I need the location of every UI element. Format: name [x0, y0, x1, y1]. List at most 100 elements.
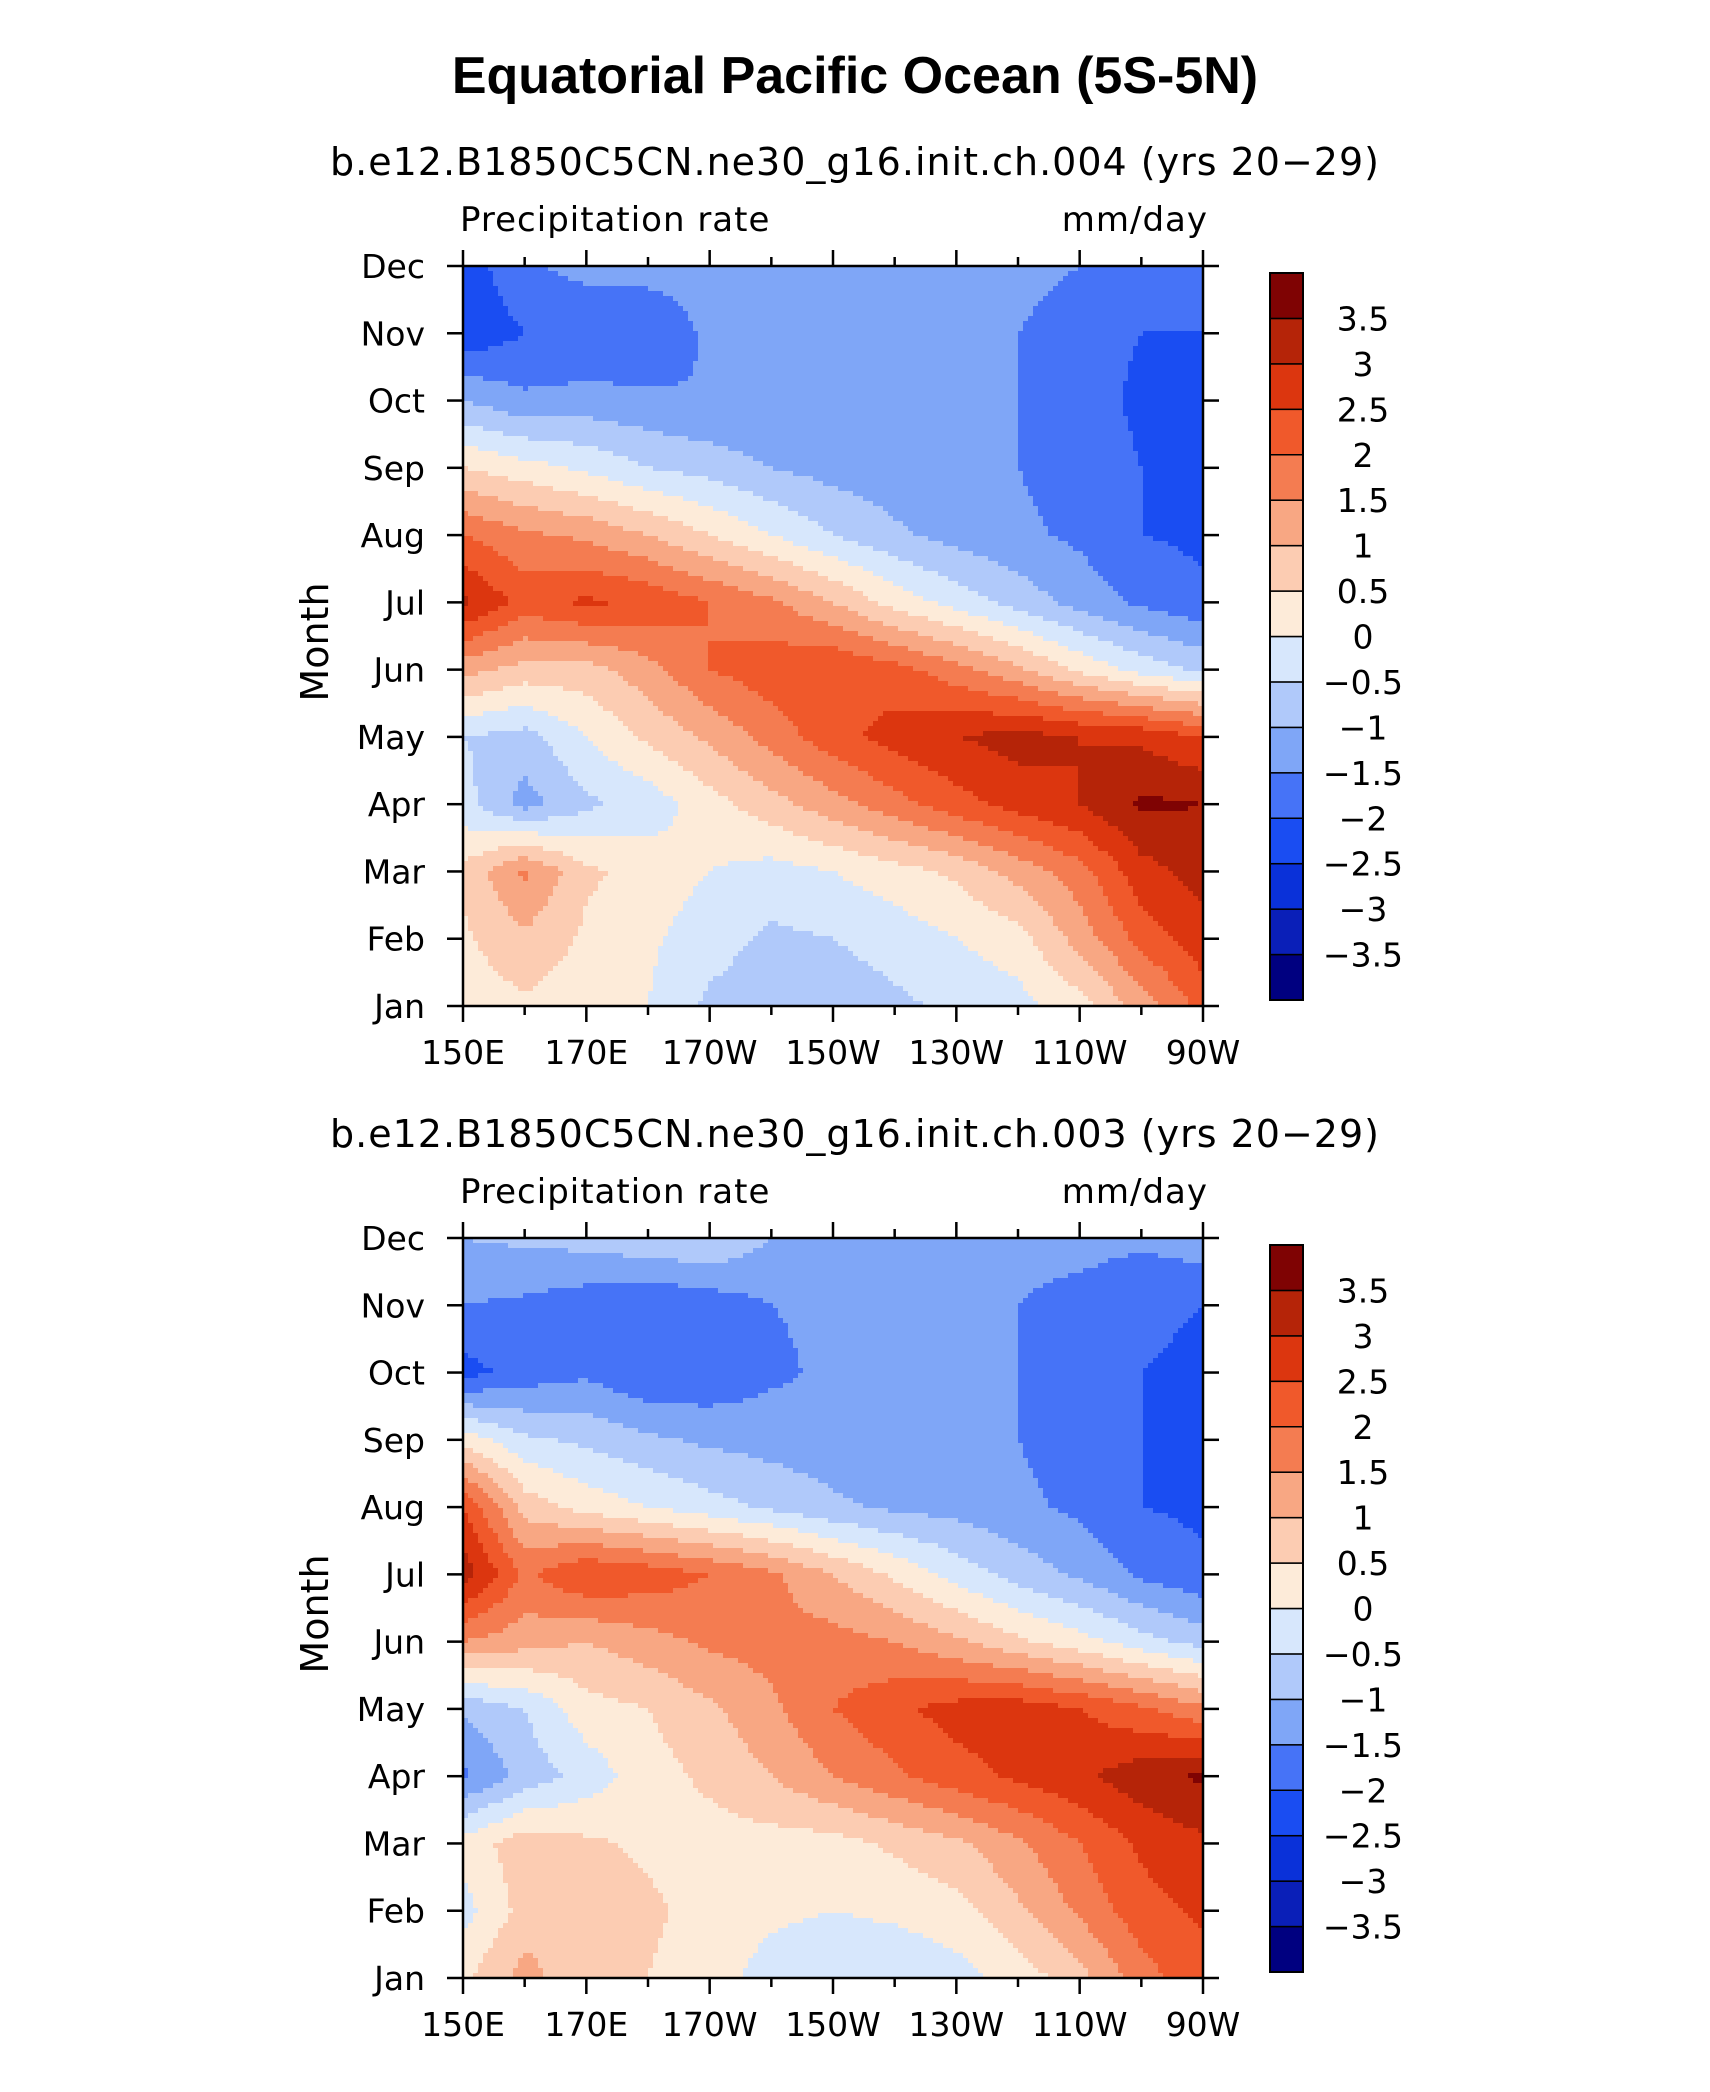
contour-cell: [1028, 301, 1034, 307]
contour-cell: [1193, 271, 1199, 277]
contour-cell: [538, 346, 544, 352]
contour-cell: [773, 356, 779, 362]
contour-cell: [988, 361, 994, 367]
contour-cell: [508, 431, 514, 437]
contour-cell: [603, 311, 609, 317]
contour-cell: [1148, 356, 1154, 362]
contour-cell: [563, 431, 569, 437]
contour-cell: [588, 266, 594, 272]
contour-cell: [1118, 346, 1124, 352]
contour-cell: [873, 286, 879, 292]
contour-cell: [1043, 351, 1049, 357]
contour-cell: [748, 336, 754, 342]
contour-cell: [483, 431, 489, 437]
contour-cell: [663, 306, 669, 312]
contour-cell: [868, 361, 874, 367]
contour-cell: [838, 421, 844, 427]
contour-cell: [708, 346, 714, 352]
contour-cell: [523, 301, 529, 307]
contour-cell: [1133, 321, 1139, 327]
contour-cell: [538, 431, 544, 437]
contour-cell: [513, 396, 519, 402]
contour-cell: [1083, 346, 1089, 352]
contour-cell: [643, 391, 649, 397]
contour-cell: [653, 341, 659, 347]
contour-cell: [948, 346, 954, 352]
contour-cell: [1033, 336, 1039, 342]
contour-cell: [853, 426, 859, 432]
contour-cell: [1143, 401, 1149, 407]
contour-cell: [908, 266, 914, 272]
contour-cell: [623, 416, 629, 422]
contour-cell: [783, 371, 789, 377]
contour-cell: [838, 341, 844, 347]
contour-cell: [623, 381, 629, 387]
contour-cell: [563, 371, 569, 377]
contour-cell: [818, 306, 824, 312]
contour-cell: [838, 306, 844, 312]
contour-cell: [658, 276, 664, 282]
contour-cell: [828, 371, 834, 377]
contour-cell: [1193, 381, 1199, 387]
contour-cell: [728, 356, 734, 362]
contour-cell: [663, 296, 669, 302]
contour-cell: [558, 406, 564, 412]
contour-cell: [1013, 301, 1019, 307]
contour-cell: [858, 321, 864, 327]
contour-cell: [878, 326, 884, 332]
contour-cell: [1113, 271, 1119, 277]
contour-cell: [1158, 331, 1164, 337]
contour-cell: [658, 416, 664, 422]
contour-cell: [468, 276, 474, 282]
contour-cell: [1198, 351, 1204, 357]
contour-cell: [743, 431, 749, 437]
contour-cell: [533, 396, 539, 402]
contour-cell: [513, 336, 519, 342]
contour-cell: [1188, 391, 1194, 397]
contour-cell: [693, 341, 699, 347]
contour-cell: [648, 266, 654, 272]
contour-cell: [598, 341, 604, 347]
contour-cell: [1183, 301, 1189, 307]
contour-cell: [1143, 421, 1149, 427]
contour-cell: [1023, 361, 1029, 367]
contour-cell: [1088, 266, 1094, 272]
contour-cell: [1108, 306, 1114, 312]
contour-cell: [618, 276, 624, 282]
contour-cell: [1178, 276, 1184, 282]
contour-cell: [1188, 301, 1194, 307]
contour-cell: [948, 281, 954, 287]
contour-cell: [763, 431, 769, 437]
contour-cell: [1058, 296, 1064, 302]
contour-cell: [1093, 361, 1099, 367]
contour-cell: [1183, 391, 1189, 397]
contour-cell: [1153, 386, 1159, 392]
contour-cell: [683, 321, 689, 327]
contour-cell: [1078, 331, 1084, 337]
contour-cell: [748, 416, 754, 422]
contour-cell: [948, 426, 954, 432]
contour-cell: [1038, 296, 1044, 302]
contour-cell: [568, 281, 574, 287]
contour-cell: [668, 426, 674, 432]
contour-cell: [753, 326, 759, 332]
contour-cell: [808, 386, 814, 392]
contour-cell: [803, 341, 809, 347]
contour-cell: [993, 276, 999, 282]
contour-cell: [748, 411, 754, 417]
contour-cell: [1038, 346, 1044, 352]
contour-cell: [1113, 321, 1119, 327]
contour-cell: [1053, 381, 1059, 387]
contour-cell: [828, 306, 834, 312]
contour-cell: [573, 406, 579, 412]
contour-cell: [938, 306, 944, 312]
contour-cell: [1088, 406, 1094, 412]
contour-cell: [858, 411, 864, 417]
contour-cell: [488, 271, 494, 277]
contour-cell: [798, 321, 804, 327]
contour-cell: [1088, 346, 1094, 352]
contour-cell: [693, 346, 699, 352]
contour-cell: [588, 301, 594, 307]
contour-cell: [1093, 356, 1099, 362]
contour-cell: [533, 301, 539, 307]
